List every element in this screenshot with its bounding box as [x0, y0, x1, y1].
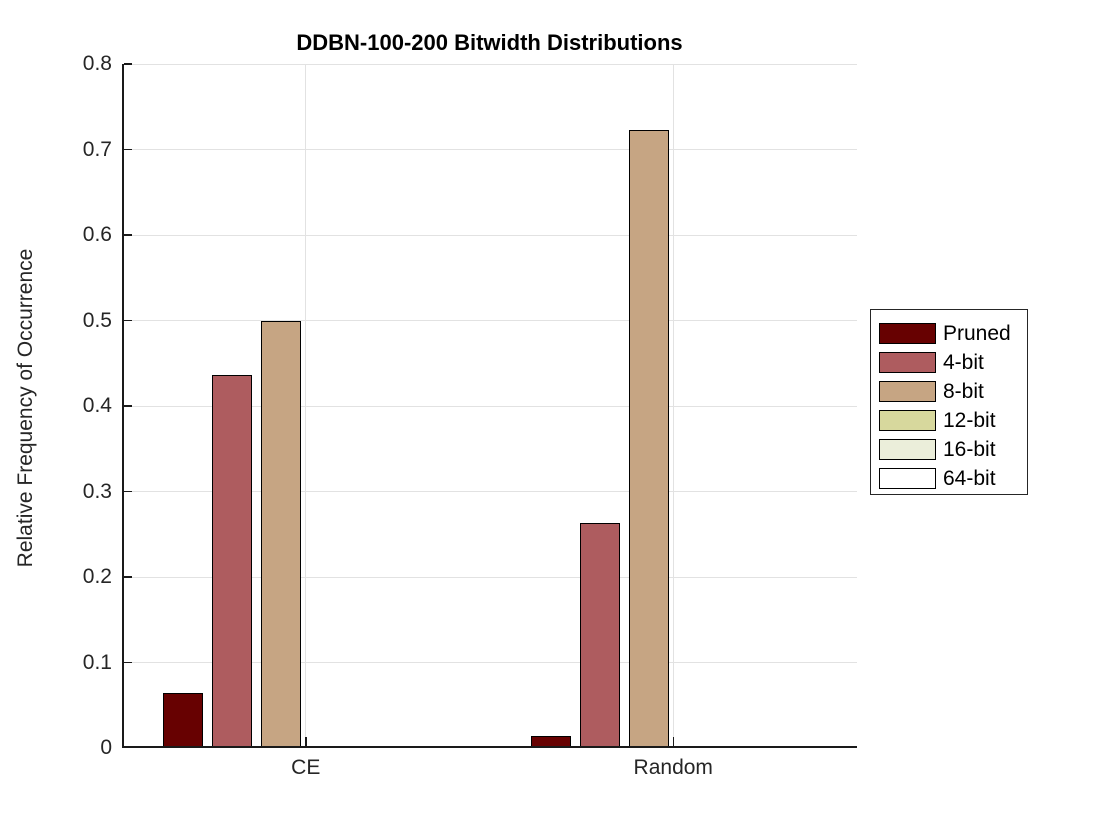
y-tick: [124, 148, 132, 151]
y-tick-label: 0.6: [82, 223, 112, 246]
legend-label: 8-bit: [943, 379, 984, 403]
bar-pruned-random: [530, 736, 571, 748]
legend-item: 12-bit: [879, 406, 1027, 435]
bar-pruned-ce: [163, 693, 204, 748]
legend-swatch: [879, 352, 936, 373]
bar-8-bit-random: [628, 129, 669, 748]
h-gridline: [122, 320, 857, 321]
bar-4-bit-ce: [212, 375, 253, 748]
plot-area: [122, 63, 857, 748]
x-tick: [305, 737, 307, 746]
y-tick: [124, 63, 132, 65]
legend-item: 4-bit: [879, 348, 1027, 377]
legend-label: 16-bit: [943, 437, 996, 461]
y-tick: [124, 234, 132, 236]
y-tick-label: 0.5: [82, 308, 112, 332]
y-tick-label: 0.8: [82, 52, 112, 75]
legend-label: Pruned: [943, 321, 1011, 345]
legend: Pruned 4-bit 8-bit 12-bit 16-bit 64-bit: [870, 309, 1028, 495]
h-gridline: [122, 491, 857, 492]
y-tick: [124, 319, 132, 322]
y-tick-label: 0.2: [82, 565, 112, 588]
y-tick-label: 0: [100, 736, 112, 759]
legend-swatch: [879, 410, 936, 431]
legend-item: 16-bit: [879, 435, 1027, 464]
h-gridline: [122, 149, 857, 150]
legend-label: 64-bit: [943, 466, 996, 490]
h-gridline: [122, 576, 857, 578]
h-gridline: [122, 405, 857, 407]
h-gridline: [122, 662, 857, 663]
y-tick-label: 0.1: [82, 650, 112, 674]
legend-label: 4-bit: [943, 350, 984, 374]
legend-swatch: [879, 439, 936, 460]
legend-item: Pruned: [879, 319, 1027, 348]
h-gridline: [122, 63, 857, 65]
y-tick-label: 0.4: [82, 394, 112, 417]
y-tick: [124, 661, 132, 664]
y-axis-line: [122, 64, 124, 748]
y-tick: [124, 576, 132, 578]
y-tick-label: 0.3: [82, 479, 112, 503]
legend-label: 12-bit: [943, 408, 996, 432]
legend-swatch: [879, 323, 936, 344]
x-axis-line: [122, 746, 857, 748]
bar-8-bit-ce: [261, 320, 302, 748]
legend-item: 8-bit: [879, 377, 1027, 406]
x-category-label: CE: [291, 756, 321, 779]
x-category-label: Random: [633, 756, 713, 779]
y-tick: [124, 490, 132, 493]
x-tick: [672, 737, 674, 746]
h-gridline: [122, 234, 857, 236]
chart-title: DDBN-100-200 Bitwidth Distributions: [296, 30, 683, 55]
y-tick: [124, 405, 132, 407]
y-tick-label: 0.7: [82, 137, 112, 161]
legend-swatch: [879, 468, 936, 489]
v-gridline: [305, 64, 307, 748]
bar-4-bit-random: [579, 523, 620, 748]
legend-swatch: [879, 381, 936, 402]
v-gridline: [672, 64, 674, 748]
legend-item: 64-bit: [879, 464, 1027, 493]
